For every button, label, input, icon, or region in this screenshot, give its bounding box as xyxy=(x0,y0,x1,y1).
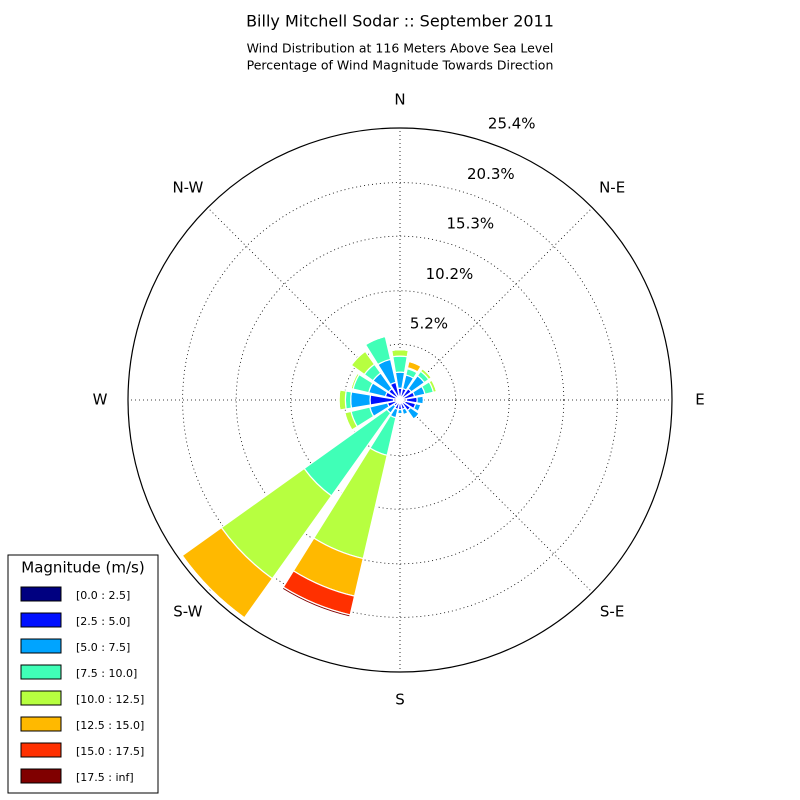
r-tick-label: 10.2% xyxy=(426,265,474,283)
bar-segment xyxy=(281,586,351,618)
legend-label: [5.0 : 7.5] xyxy=(76,641,130,654)
legend-label: [17.5 : inf] xyxy=(76,771,134,784)
chart-title: Billy Mitchell Sodar :: September 2011 xyxy=(246,12,554,31)
legend-swatch xyxy=(20,586,62,602)
bar-segment xyxy=(350,391,372,409)
bar-segment xyxy=(408,360,422,367)
grid xyxy=(127,127,673,673)
legend-swatch xyxy=(20,612,62,628)
direction-label: S-W xyxy=(173,603,202,621)
legend-label: [12.5 : 15.0] xyxy=(76,719,144,732)
direction-label: N-E xyxy=(599,178,625,196)
direction-label: N xyxy=(394,91,405,109)
legend-swatch xyxy=(20,638,62,654)
legend-swatch xyxy=(20,716,62,732)
legend: Magnitude (m/s) [0.0 : 2.5] [2.5 : 5.0] [5… xyxy=(7,554,159,794)
legend-title: Magnitude (m/s) xyxy=(21,559,144,577)
r-tick-label: 5.2% xyxy=(410,315,448,333)
bar-segment xyxy=(413,413,420,420)
spoke-line xyxy=(399,399,593,593)
legend-swatch xyxy=(20,768,62,784)
direction-label: S-E xyxy=(600,603,624,621)
legend-swatch xyxy=(20,664,62,680)
outer-circle xyxy=(127,127,673,673)
chart-subtitle: Percentage of Wind Magnitude Towards Dir… xyxy=(247,58,554,73)
legend-label: [0.0 : 2.5] xyxy=(76,589,130,602)
chart-subtitle: Wind Distribution at 116 Meters Above Se… xyxy=(247,41,554,56)
direction-label: E xyxy=(695,391,704,409)
legend-swatch xyxy=(20,742,62,758)
bar-segment xyxy=(391,349,409,358)
bars xyxy=(181,335,438,619)
spoke-line xyxy=(399,207,593,401)
bar-segment xyxy=(392,355,408,374)
grid-circle xyxy=(343,343,457,457)
r-tick-label: 20.3% xyxy=(467,165,515,183)
legend-label: [10.0 : 12.5] xyxy=(76,693,144,706)
bar-segment xyxy=(181,555,245,619)
direction-label: N-W xyxy=(172,178,203,196)
legend-swatch xyxy=(20,690,62,706)
direction-label: W xyxy=(93,391,108,409)
direction-label: S xyxy=(395,691,405,709)
bar-segment xyxy=(391,349,409,351)
labels: N N-E E S-E S S-W W N-W 5.2% 10.2% 15.3% 20.3% 25.4% xyxy=(93,91,705,709)
bar-segment xyxy=(338,389,347,411)
spoke-line xyxy=(207,207,401,401)
grid-circle xyxy=(182,182,618,618)
grid-circle xyxy=(235,235,565,565)
legend-label: [2.5 : 5.0] xyxy=(76,615,130,628)
legend-label: [15.0 : 17.5] xyxy=(76,745,144,758)
bar-segment xyxy=(344,412,353,431)
r-tick-label: 15.3% xyxy=(447,215,495,233)
bar-segment xyxy=(416,395,425,405)
r-tick-label: 25.4% xyxy=(488,115,536,133)
legend-label: [7.5 : 10.0] xyxy=(76,667,137,680)
